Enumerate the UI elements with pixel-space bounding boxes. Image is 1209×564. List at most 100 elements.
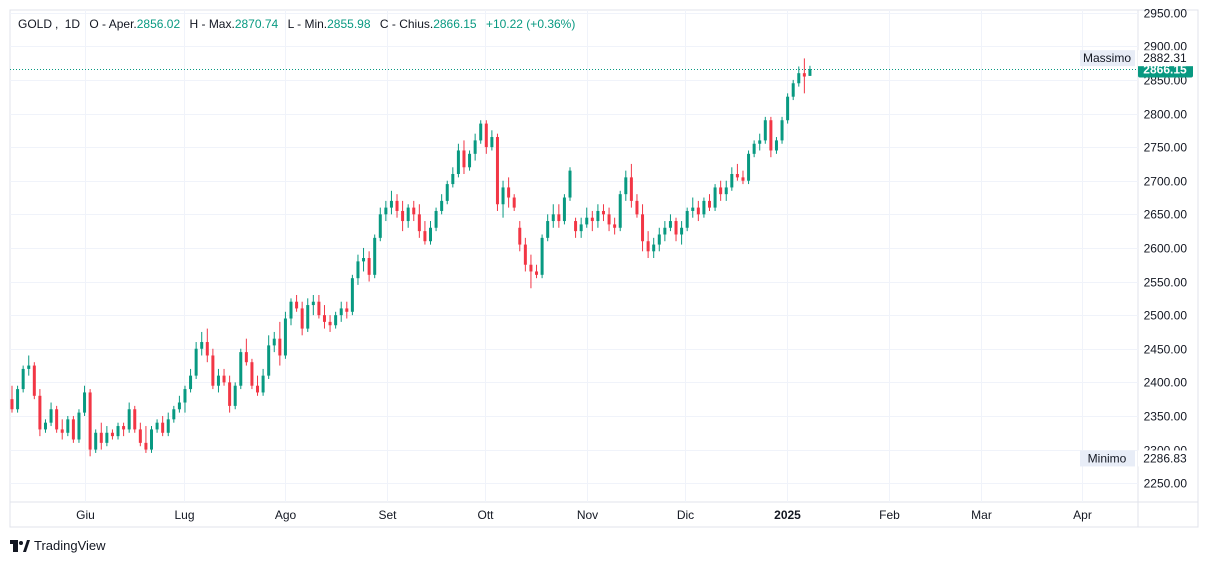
candle (189, 368, 193, 393)
candle (300, 301, 304, 336)
legend-low-value: 2855.98 (327, 17, 371, 31)
candle-body (512, 197, 516, 208)
candle-body (267, 345, 271, 376)
candle-body (194, 348, 198, 376)
candle-body (16, 389, 20, 410)
candle (674, 217, 678, 242)
candle-body (322, 315, 326, 322)
candle-body (283, 318, 287, 356)
candle-body (55, 409, 59, 430)
candle (691, 197, 695, 218)
candle (267, 335, 271, 379)
candle-body (691, 207, 695, 211)
y-tick-label: 2900.00 (1144, 40, 1188, 54)
candle-body (490, 137, 494, 148)
candle-body (507, 187, 511, 198)
candle (38, 389, 42, 437)
candle-body (713, 187, 717, 208)
candle-body (244, 352, 248, 363)
candle-body (769, 120, 773, 151)
x-tick-label: Nov (577, 508, 598, 522)
candle (557, 204, 561, 228)
candle-body (445, 184, 449, 201)
x-tick-label: Lug (174, 508, 194, 522)
candle-body (10, 399, 14, 410)
high-marker-label: Massimo (1083, 51, 1131, 65)
candle-body (133, 409, 137, 430)
candle-body (668, 221, 672, 228)
candle (177, 395, 181, 413)
candle-body (641, 214, 645, 242)
candle-body (484, 123, 488, 148)
x-tick-label: Ago (275, 508, 297, 522)
candle-body (144, 442, 148, 450)
candle-body (228, 382, 232, 406)
tradingview-logo-text: TradingView (34, 538, 106, 553)
candle-body (680, 227, 684, 235)
candle (769, 116, 773, 158)
candle-body (384, 207, 388, 215)
x-tick-label: Set (378, 508, 397, 522)
candle-body (43, 422, 47, 430)
candle-body (741, 177, 745, 181)
candle (116, 422, 120, 440)
price-axis[interactable]: 2250.002300.002350.002400.002450.002500.… (1080, 7, 1193, 491)
candle (507, 177, 511, 208)
candle-body (412, 207, 416, 215)
y-tick-label: 2750.00 (1144, 141, 1188, 155)
candle (568, 167, 572, 201)
candle (88, 389, 92, 457)
candle-body (83, 392, 87, 413)
legend-low-label: L - Min. (287, 17, 328, 31)
candle-body (523, 244, 527, 265)
candle (535, 264, 539, 279)
candle-body (501, 187, 505, 205)
candle (99, 422, 103, 450)
legend-open-value: 2856.02 (136, 17, 181, 31)
candle (473, 133, 477, 161)
high-marker-tag (1080, 50, 1135, 67)
candle-body (562, 197, 566, 222)
candle (462, 140, 466, 174)
candle (495, 133, 499, 211)
candle-body (105, 432, 109, 443)
candle (317, 294, 321, 319)
candle-body (596, 210, 600, 222)
candle-body (389, 200, 393, 208)
time-axis[interactable]: Giu Lug Ago Set Ott Nov Dic 2025 Feb Mar Apr (76, 508, 1092, 522)
candle (161, 415, 165, 437)
legend-symbol[interactable]: GOLD (18, 17, 53, 31)
chart-frame (9, 9, 1199, 528)
candle (77, 409, 81, 443)
candle (306, 298, 310, 332)
candle (646, 231, 650, 259)
candle-body (222, 375, 226, 383)
candle (490, 130, 494, 151)
candle-body (367, 258, 371, 275)
tradingview-logo[interactable]: TradingView (10, 538, 106, 553)
candle (758, 133, 762, 151)
candle-body (110, 432, 114, 437)
candle (289, 298, 293, 326)
candle (429, 221, 432, 245)
candle-body (535, 271, 539, 275)
candle (579, 217, 583, 238)
candle-body (161, 422, 165, 433)
candle (261, 368, 265, 396)
candle (105, 426, 109, 447)
candle (434, 207, 438, 232)
candle-body (685, 210, 689, 228)
low-marker-tag (1080, 450, 1135, 467)
candle (27, 355, 31, 376)
candle (546, 214, 550, 242)
legend-high-label: H - Max. (189, 17, 235, 31)
candle (322, 305, 326, 329)
candle (334, 311, 338, 329)
candle (49, 402, 53, 427)
y-tick-label: 2400.00 (1144, 376, 1188, 390)
candle (66, 415, 70, 437)
candle-body (473, 140, 477, 154)
candle (378, 207, 382, 242)
candle (43, 419, 47, 433)
